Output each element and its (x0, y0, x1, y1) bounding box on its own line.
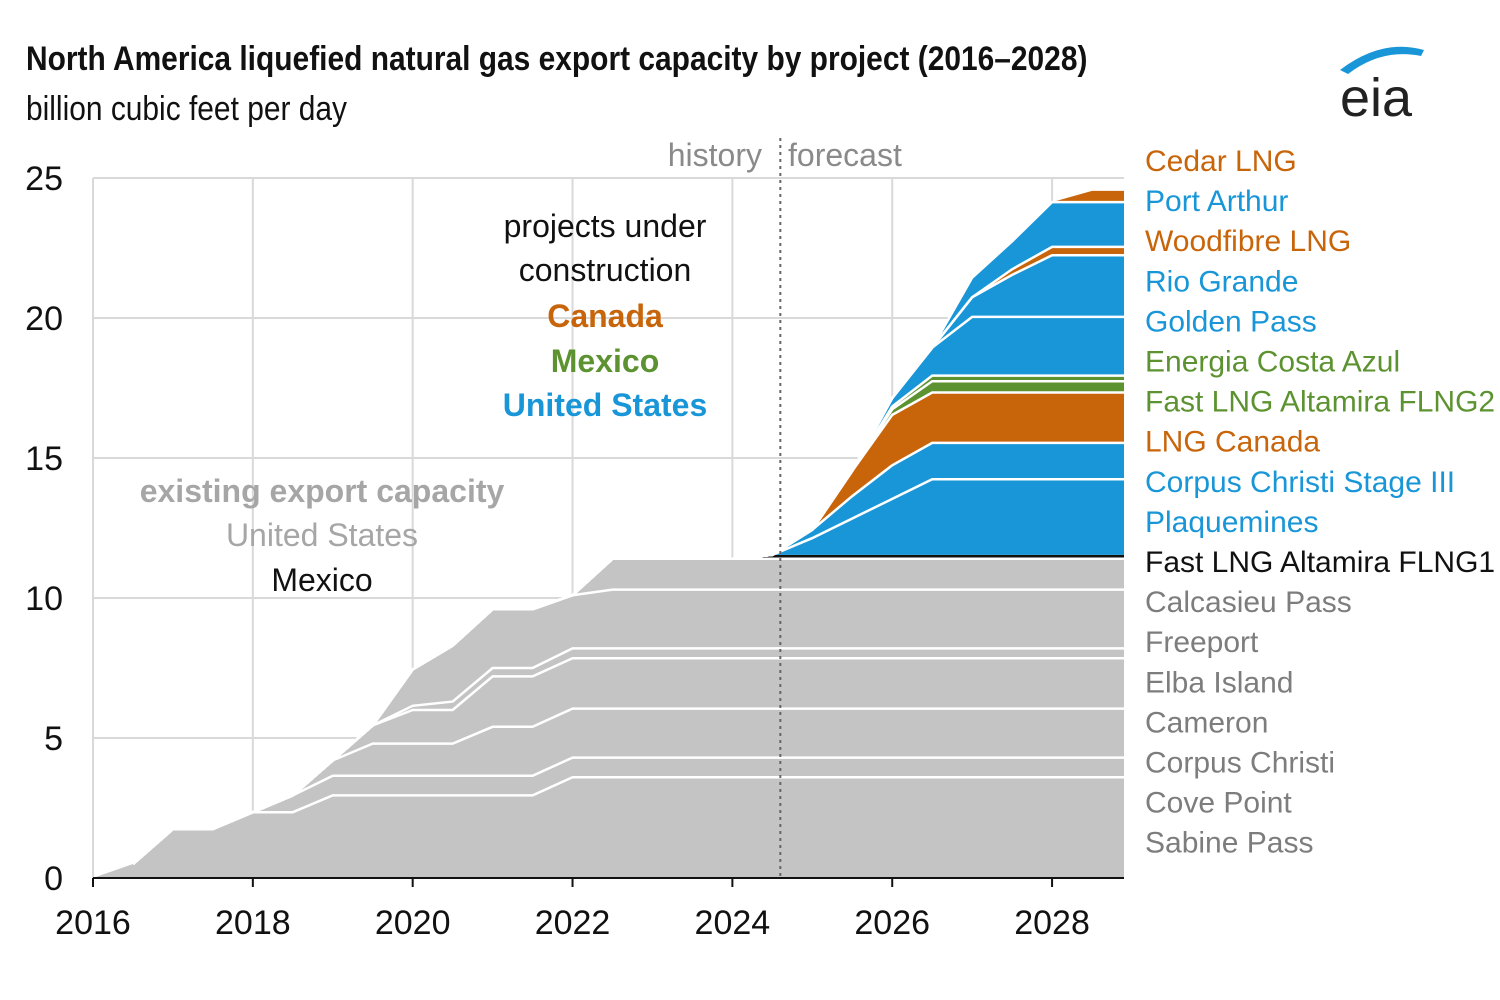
mexico-label: Mexico (551, 343, 659, 379)
x-tick-label-2020: 2020 (375, 904, 451, 942)
legend-item-plaquemines: Plaquemines (1145, 506, 1318, 539)
axis-ticks: 2016 2018 2020 2022 2024 2026 2028 0 5 10 15 20 25 (25, 160, 1090, 942)
separator-sabine-pass (132, 775, 1124, 865)
existing-capacity-label: existing export capacity (140, 473, 505, 509)
legend-item-energia-costa-azul: Energia Costa Azul (1145, 346, 1400, 379)
legend-item-lng-canada: LNG Canada (1145, 426, 1320, 459)
legend-item-corpus-christi-stage-iii: Corpus Christi Stage III (1145, 466, 1455, 499)
chart-subtitle: billion cubic feet per day (26, 90, 348, 128)
y-tick-label-0: 0 (44, 860, 63, 898)
legend-item-elba-island: Elba Island (1145, 666, 1293, 699)
area-sabine-pass (93, 777, 1124, 878)
legend-item-fast-lng-altamira-flng2: Fast LNG Altamira FLNG2 (1145, 386, 1495, 419)
x-tick-label-2028: 2028 (1014, 904, 1090, 942)
area-lng-canada (93, 392, 1124, 878)
chart-title: North America liquefied natural gas expo… (26, 40, 1088, 78)
x-tick-label-2024: 2024 (695, 904, 771, 942)
legend: Cedar LNG Port Arthur Woodfibre LNG Rio Gra… (1145, 145, 1495, 860)
history-label: history (668, 137, 762, 173)
area-corpus-christi (93, 708, 1124, 878)
separator-cove-point (132, 756, 1124, 865)
x-tick-label-2022: 2022 (535, 904, 611, 942)
area-golden-pass (93, 316, 1124, 878)
x-tick-label-2026: 2026 (854, 904, 930, 942)
area-cameron (93, 658, 1124, 878)
separator-port-arthur (132, 200, 1124, 865)
under-construction-label-1: projects under (504, 208, 707, 244)
united-states-label: United States (503, 387, 707, 423)
canada-label: Canada (547, 298, 663, 334)
y-tick-label-15: 15 (25, 440, 63, 478)
legend-item-sabine-pass: Sabine Pass (1145, 827, 1313, 860)
legend-item-fast-lng-altamira-flng1: Fast LNG Altamira FLNG1 (1145, 546, 1495, 579)
legend-item-golden-pass: Golden Pass (1145, 305, 1317, 338)
legend-item-port-arthur: Port Arthur (1145, 185, 1288, 218)
eia-logo: eia (1340, 46, 1424, 126)
legend-item-freeport: Freeport (1145, 626, 1259, 659)
x-tick-label-2018: 2018 (215, 904, 291, 942)
legend-item-cameron: Cameron (1145, 706, 1268, 739)
area-cove-point (93, 757, 1124, 878)
area-separators (132, 200, 1124, 865)
legend-item-cove-point: Cove Point (1145, 787, 1292, 820)
legend-item-corpus-christi: Corpus Christi (1145, 747, 1335, 780)
y-tick-label-5: 5 (44, 720, 63, 758)
y-tick-label-25: 25 (25, 160, 63, 198)
under-construction-label-2: construction (519, 252, 692, 288)
stacked-areas (93, 190, 1124, 878)
y-tick-label-10: 10 (25, 580, 63, 618)
x-tick-label-2016: 2016 (55, 904, 131, 942)
forecast-label: forecast (788, 137, 902, 173)
eia-logo-text: eia (1340, 68, 1413, 126)
area-plaquemines (93, 479, 1124, 878)
existing-mexico-label: Mexico (271, 562, 372, 598)
legend-item-woodfibre-lng: Woodfibre LNG (1145, 225, 1351, 258)
eia-logo-arc (1340, 46, 1424, 74)
existing-us-label: United States (226, 517, 418, 553)
legend-item-rio-grande: Rio Grande (1145, 265, 1298, 298)
y-tick-label-20: 20 (25, 300, 63, 338)
legend-item-cedar-lng: Cedar LNG (1145, 145, 1297, 178)
legend-item-calcasieu-pass: Calcasieu Pass (1145, 586, 1352, 619)
